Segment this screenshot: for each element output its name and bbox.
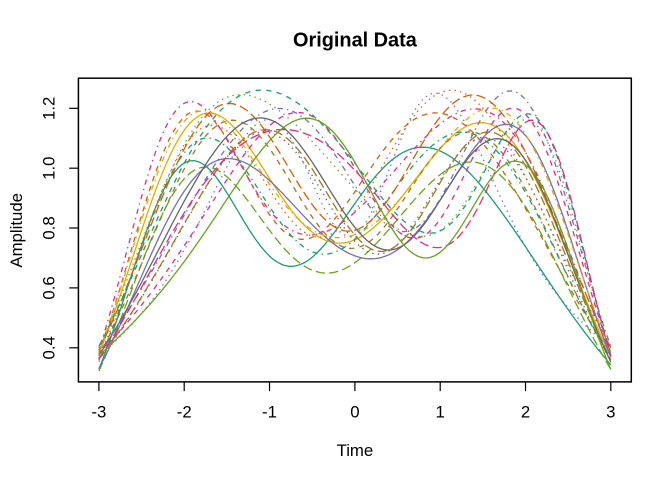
svg-text:0.4: 0.4: [40, 336, 59, 359]
svg-text:1.0: 1.0: [40, 157, 59, 180]
svg-text:0.6: 0.6: [40, 276, 59, 299]
svg-text:2: 2: [521, 402, 530, 421]
svg-text:-2: -2: [177, 402, 192, 421]
svg-text:Original Data: Original Data: [293, 30, 418, 52]
svg-text:0: 0: [350, 402, 359, 421]
svg-text:1.2: 1.2: [40, 97, 59, 120]
svg-text:3: 3: [606, 402, 615, 421]
svg-text:-1: -1: [262, 402, 277, 421]
svg-text:Time: Time: [337, 441, 374, 460]
svg-text:0.8: 0.8: [40, 216, 59, 239]
svg-text:-3: -3: [91, 402, 106, 421]
svg-text:Amplitude: Amplitude: [7, 193, 26, 268]
svg-text:1: 1: [436, 402, 445, 421]
